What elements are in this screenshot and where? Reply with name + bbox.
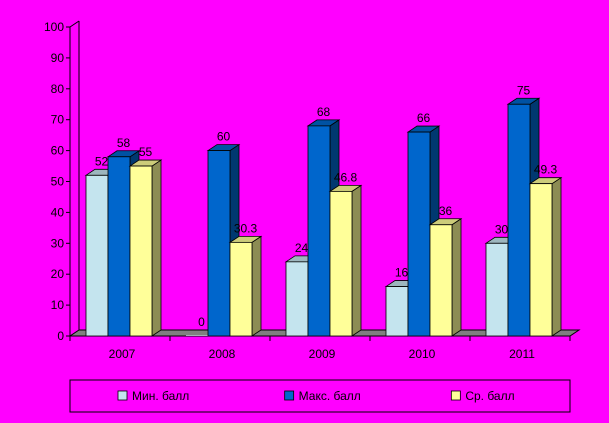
data-label: 30.3	[234, 221, 258, 235]
bar-side	[151, 159, 162, 337]
x-tick-label: 2008	[209, 347, 236, 361]
bar	[107, 156, 131, 337]
x-tick-label: 2010	[409, 347, 436, 361]
bar	[129, 165, 153, 337]
bar-side	[351, 184, 362, 337]
y-tick-label: 20	[51, 267, 65, 281]
bar	[385, 286, 409, 337]
wall-top-edge	[69, 20, 80, 28]
data-label: 68	[317, 105, 331, 119]
y-tick-label: 80	[51, 82, 65, 96]
data-label: 36	[439, 204, 453, 218]
x-tick-label: 2011	[509, 347, 535, 361]
legend-label: Мин. балл	[132, 389, 189, 403]
data-label: 75	[517, 83, 531, 97]
bar-side	[451, 218, 462, 337]
bar	[207, 150, 231, 337]
data-label: 66	[417, 111, 431, 125]
bar	[529, 183, 553, 337]
legend-label: Макс. балл	[299, 389, 361, 403]
data-label: 16	[395, 266, 409, 280]
data-label: 46.8	[334, 170, 358, 184]
bar	[229, 241, 253, 337]
data-label: 55	[139, 145, 153, 159]
x-tick-label: 2007	[109, 347, 136, 361]
data-label: 60	[217, 130, 231, 144]
y-tick-label: 50	[51, 175, 65, 189]
data-label: 0	[198, 315, 205, 329]
data-label: 24	[295, 241, 309, 255]
y-tick-label: 0	[57, 329, 64, 343]
bar	[429, 224, 453, 337]
bar	[285, 261, 309, 337]
bar	[186, 335, 208, 336]
data-label: 52	[95, 154, 109, 168]
y-tick-label: 90	[51, 51, 65, 65]
bar	[507, 103, 531, 337]
bar	[329, 190, 353, 337]
y-tick-label: 40	[51, 205, 65, 219]
y-tick-label: 60	[51, 144, 65, 158]
y-tick-label: 30	[51, 236, 65, 250]
bar	[407, 131, 431, 337]
y-tick-label: 100	[44, 20, 64, 34]
data-label: 30	[495, 222, 509, 236]
legend-box	[69, 379, 571, 413]
legend-swatch	[284, 390, 295, 401]
x-tick-label: 2009	[309, 347, 336, 361]
legend-swatch	[450, 390, 461, 401]
data-label: 58	[117, 136, 131, 150]
data-label: 49.3	[534, 163, 558, 177]
legend-swatch	[117, 390, 128, 401]
legend-label: Ср. балл	[465, 389, 514, 403]
bar-side	[251, 235, 262, 337]
bar	[485, 242, 509, 337]
y-tick-label: 10	[51, 298, 65, 312]
bar	[85, 174, 109, 337]
bar	[307, 125, 331, 337]
bar-side	[551, 176, 562, 337]
y-tick-label: 70	[51, 113, 65, 127]
